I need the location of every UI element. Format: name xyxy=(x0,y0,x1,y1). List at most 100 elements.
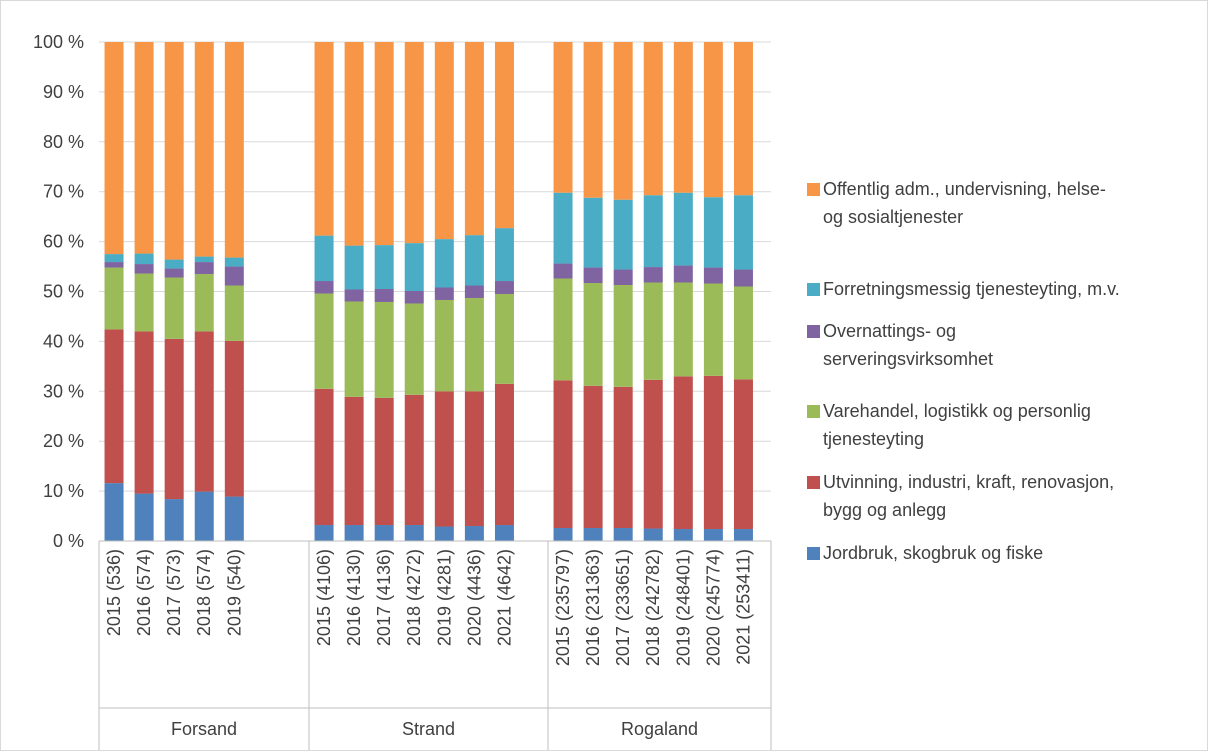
y-tick-label: 60 % xyxy=(43,232,84,252)
bar-segment xyxy=(224,257,244,267)
x-category-label: 2019 (540) xyxy=(224,549,244,636)
bar-segment xyxy=(494,525,514,541)
bar-segment xyxy=(583,283,603,386)
bar-segment xyxy=(434,299,454,392)
bar-segment xyxy=(404,303,424,395)
x-category-label: 2015 (4106) xyxy=(314,549,334,646)
bar-segment xyxy=(314,525,334,541)
bar-segment xyxy=(613,269,633,286)
bar-segment xyxy=(344,289,364,302)
legend-label: og sosialtjenester xyxy=(823,207,964,227)
bar-segment xyxy=(494,281,514,294)
legend-label: serveringsvirksomhet xyxy=(823,349,994,369)
bar-segment xyxy=(434,239,454,288)
bar-segment xyxy=(134,493,154,541)
legend-item: Utvinning, industri, kraft, renovasjon, b… xyxy=(807,468,1202,524)
bar-segment xyxy=(194,42,214,257)
bar-segment xyxy=(224,340,244,497)
x-category-label: 2019 (4281) xyxy=(434,549,454,646)
bar-segment xyxy=(643,195,663,268)
bar-segment xyxy=(314,293,334,389)
bar-segment xyxy=(673,282,693,377)
legend-label: Utvinning, industri, kraft, renovasjon, xyxy=(823,472,1115,492)
bar-segment xyxy=(733,286,753,380)
x-category-label: 2015 (536) xyxy=(104,549,124,636)
bars xyxy=(104,42,753,541)
bar-segment xyxy=(703,283,723,376)
bar-segment xyxy=(164,499,184,541)
bar-segment xyxy=(643,282,663,380)
bar-segment xyxy=(434,526,454,541)
x-group-label: Rogaland xyxy=(621,719,698,739)
bar-segment xyxy=(703,197,723,268)
bar-segment xyxy=(434,391,454,527)
bar-segment xyxy=(583,197,603,268)
legend-item: Jordbruk, skogbruk og fiske xyxy=(807,539,1202,567)
bar-segment xyxy=(583,528,603,541)
bar-segment xyxy=(494,293,514,384)
legend-item: Forretningsmessig tjenesteyting, m.v. xyxy=(807,275,1202,303)
bar-segment xyxy=(434,287,454,300)
bar-segment xyxy=(673,42,693,193)
bar-segment xyxy=(464,235,484,286)
legend-item: Offentlig adm., undervisning, helse-og s… xyxy=(807,175,1202,231)
x-category-label: 2019 (248401) xyxy=(673,549,693,666)
bar-segment xyxy=(733,195,753,270)
bar-segment xyxy=(164,259,184,269)
bar-segment xyxy=(404,525,424,541)
stacked-bar-chart: 0 % 10 % 20 % 30 % 40 % 50 % 60 % 70 % 80 % 90 % 1… xyxy=(33,32,772,750)
bar-segment xyxy=(314,281,334,294)
bar-segment xyxy=(104,483,124,541)
bar-segment xyxy=(494,383,514,526)
bar-segment xyxy=(104,329,124,484)
bar-segment xyxy=(104,254,124,263)
legend-label: Jordbruk, skogbruk og fiske xyxy=(823,543,1044,563)
bar-segment xyxy=(344,42,364,246)
bar-segment xyxy=(344,301,364,397)
x-category-label: 2021 (4642) xyxy=(494,549,514,646)
legend-swatch xyxy=(807,183,820,196)
x-category-label: 2018 (242782) xyxy=(643,549,663,666)
bar-segment xyxy=(673,529,693,541)
bar-segment xyxy=(164,338,184,500)
bar-segment xyxy=(104,267,124,330)
bar-segment xyxy=(583,385,603,529)
bar-segment xyxy=(464,42,484,236)
bar-segment xyxy=(464,526,484,541)
y-tick-label: 90 % xyxy=(43,82,84,102)
x-group-label: Strand xyxy=(402,719,455,739)
bar-segment xyxy=(733,529,753,541)
bar-segment xyxy=(164,277,184,339)
bar-segment xyxy=(194,274,214,332)
legend-swatch xyxy=(807,283,820,296)
x-category-label: 2018 (4272) xyxy=(404,549,424,646)
bar-segment xyxy=(733,379,753,530)
y-axis: 0 % 10 % 20 % 30 % 40 % 50 % 60 % 70 % 80 % 90 % 1… xyxy=(33,32,84,551)
bar-segment xyxy=(464,285,484,298)
bar-segment xyxy=(104,42,124,255)
bar-segment xyxy=(374,289,394,302)
bar-segment xyxy=(374,245,394,290)
bar-segment xyxy=(553,42,573,193)
bar-segment xyxy=(703,375,723,530)
bar-segment xyxy=(494,228,514,282)
bar-segment xyxy=(703,42,723,198)
bar-segment xyxy=(194,491,214,541)
bar-segment xyxy=(374,525,394,541)
bar-segment xyxy=(374,397,394,526)
bar-segment xyxy=(553,192,573,264)
legend-label: bygg og anlegg xyxy=(823,500,947,520)
bar-segment xyxy=(703,267,723,284)
bar-segment xyxy=(104,262,124,268)
x-category-label: 2020 (4436) xyxy=(464,549,484,646)
bar-segment xyxy=(643,267,663,283)
legend-label: Offentlig adm., undervisning, helse- xyxy=(823,179,1106,199)
bar-segment xyxy=(404,394,424,526)
x-category-label: 2020 (245774) xyxy=(703,549,723,666)
bar-segment xyxy=(344,245,364,290)
legend-swatch xyxy=(807,325,820,338)
bar-segment xyxy=(134,42,154,254)
y-tick-label: 70 % xyxy=(43,182,84,202)
bar-segment xyxy=(344,396,364,526)
y-tick-label: 40 % xyxy=(43,331,84,351)
